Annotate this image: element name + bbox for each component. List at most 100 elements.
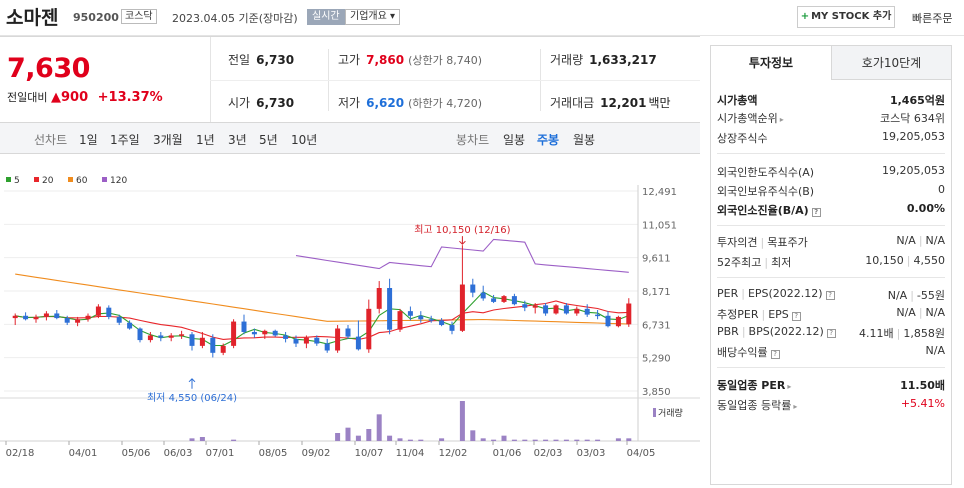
prev-close-value: 6,730 — [256, 53, 295, 67]
upper-limit: (상한가 8,740) — [408, 54, 482, 67]
industry-per-label-wrap: 동일업종 PER ▸ — [717, 377, 791, 393]
volume-bar — [532, 439, 538, 441]
market-cap-row: 시가총액 1,465억원 — [717, 92, 945, 108]
price-chart: 5 20 60 120 12,491 11,051 9,611 8,171 6,731 5,290… — [0, 155, 700, 485]
lower-limit: (하한가 4,720) — [408, 97, 482, 110]
candle-body — [345, 328, 351, 337]
bps-label: BPS(2022.12) — [748, 325, 824, 338]
volume-bar — [355, 435, 361, 441]
prev-close-stat: 전일 6,730 — [228, 51, 294, 68]
x-tick-label: 12/02 — [439, 448, 468, 459]
market-cap-label: 시가총액 — [717, 94, 758, 107]
period-3m[interactable]: 3개월 — [153, 133, 183, 147]
candle-body — [168, 335, 174, 338]
x-tick-label: 02/18 — [6, 448, 35, 459]
pbr-value-wrap: 4.11배 | 1,858원 — [859, 327, 945, 340]
up-arrow-icon: ▲ — [50, 90, 61, 105]
plus-icon: + — [800, 11, 810, 22]
help-icon[interactable]: ? — [791, 312, 801, 321]
stock-name: 소마젠 — [6, 7, 59, 29]
period-5y[interactable]: 5년 — [259, 133, 278, 147]
market-cap-rank-row: 시가총액순위 ▸ 코스닥 634위 — [717, 110, 945, 126]
candle-body — [532, 305, 538, 308]
volume-bar — [418, 439, 424, 441]
candle-body — [303, 337, 309, 344]
opinion-value-wrap: N/A | N/A — [896, 234, 945, 247]
x-tick-label: 09/02 — [302, 448, 331, 459]
quick-order-button[interactable]: 빠른주문 — [912, 12, 953, 25]
pbr-row: PBR | BPS(2022.12)? 4.11배 | 1,858원 — [717, 325, 945, 341]
chevron-right-icon[interactable]: ▸ — [787, 382, 792, 391]
industry-per-value: 11.50배 — [900, 379, 945, 392]
foreign-ratio-row: 외국인소진율(B/A)? 0.00% — [717, 202, 945, 218]
candle-chart-label: 봉차트 — [456, 133, 490, 147]
week52-row: 52주최고 | 최저 10,150 | 4,550 — [717, 254, 945, 270]
y-tick-label: 9,611 — [642, 254, 671, 265]
candle-body — [439, 320, 445, 326]
volume-bar — [501, 435, 507, 441]
candle-weekly[interactable]: 주봉 — [537, 133, 560, 147]
est-per-row: 추정PER | EPS? N/A | N/A — [717, 306, 945, 322]
period-1w[interactable]: 1주일 — [110, 133, 140, 147]
low-stat: 저가 6,620 (하한가 4,720) — [338, 94, 482, 111]
change-value: 900 — [60, 90, 89, 105]
industry-rate-row: 동일업종 등락률 ▸ +5.41% — [717, 397, 945, 413]
period-1y[interactable]: 1년 — [196, 133, 215, 147]
candle-body — [189, 334, 195, 346]
candle-body — [449, 325, 455, 331]
high-stat: 고가 7,860 (상한가 8,740) — [338, 51, 482, 68]
foreign-ratio-value: 0.00% — [906, 202, 945, 215]
header-divider — [0, 35, 964, 36]
foreign-limit-value: 19,205,053 — [882, 164, 945, 177]
est-eps-value: N/A — [925, 306, 945, 319]
current-price: 7,630 — [7, 53, 90, 84]
company-overview-dropdown[interactable]: 기업개요 ▾ — [345, 9, 400, 25]
candle-body — [522, 304, 528, 308]
y-tick-label: 11,051 — [642, 220, 677, 231]
candle-body — [626, 303, 632, 325]
tab-order-book[interactable]: 호가10단계 — [831, 46, 951, 80]
dividend-label: 배당수익률 — [717, 346, 768, 359]
market-cap-rank-label-wrap: 시가총액순위 ▸ — [717, 110, 784, 126]
help-icon[interactable]: ? — [770, 350, 780, 359]
eps-value: -55원 — [916, 289, 945, 302]
realtime-tab[interactable]: 실시간 — [307, 9, 345, 25]
period-10y[interactable]: 10년 — [291, 133, 318, 147]
chevron-right-icon[interactable]: ▸ — [779, 115, 784, 124]
volume-bar — [189, 438, 195, 441]
volume-bar — [553, 439, 559, 441]
candle-body — [563, 305, 569, 314]
candle-body — [501, 296, 507, 302]
volume-bar — [615, 438, 621, 441]
candle-daily[interactable]: 일봉 — [503, 133, 526, 147]
chevron-right-icon[interactable]: ▸ — [793, 402, 798, 411]
candle-body — [293, 338, 299, 344]
help-icon[interactable]: ? — [825, 291, 835, 300]
candle-body — [543, 305, 549, 314]
x-tick-label: 10/07 — [355, 448, 384, 459]
low-annotation: 최저 4,550 (06/24) — [147, 392, 237, 404]
candle-monthly[interactable]: 월봉 — [573, 133, 596, 147]
candle-body — [241, 321, 247, 332]
candle-body — [127, 322, 133, 329]
period-3y[interactable]: 3년 — [228, 133, 247, 147]
period-1d[interactable]: 1일 — [79, 133, 98, 147]
help-icon[interactable]: ? — [811, 208, 821, 217]
candle-body — [491, 298, 497, 302]
tab-investment-info[interactable]: 투자정보 — [711, 46, 831, 80]
week52-high-value: 10,150 — [865, 254, 904, 267]
candle-body — [376, 288, 382, 309]
market-badge: 코스닥 — [121, 9, 157, 24]
per-value-wrap: N/A | -55원 — [887, 289, 945, 302]
x-tick-label: 08/05 — [259, 448, 288, 459]
week52-low-label: 최저 — [771, 256, 792, 269]
foreign-hold-row: 외국인보유주식수(B) 0 — [717, 183, 945, 199]
legend-label: 60 — [76, 176, 88, 186]
candle-body — [54, 313, 60, 319]
candle-body — [43, 313, 49, 317]
volume-bar — [439, 438, 445, 441]
add-my-stock-button[interactable]: + MY STOCK 추가 — [797, 6, 895, 28]
candle-body — [355, 336, 361, 350]
help-icon[interactable]: ? — [826, 329, 836, 338]
candle-body — [314, 337, 320, 344]
